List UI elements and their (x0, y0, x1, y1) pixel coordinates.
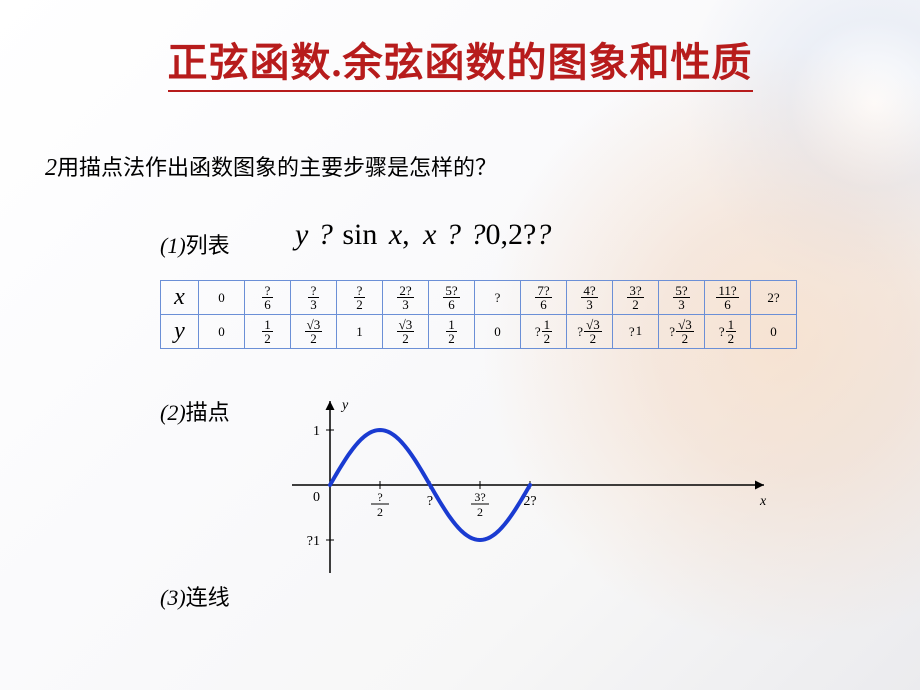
formula-sin: sin (342, 218, 377, 251)
step-2-label: (2)描点 (160, 395, 230, 427)
question-line: 2用描点法作出函数图象的主要步骤是怎样的？ (45, 150, 497, 182)
function-formula: y ? sin x, x ? ?0,2?? (295, 218, 551, 252)
table-cell: 12 (245, 315, 291, 349)
step-3-num: (3) (160, 585, 186, 610)
svg-text:?: ? (427, 494, 433, 509)
formula-in: ? (446, 218, 461, 251)
table-cell: 5?6 (429, 281, 475, 315)
svg-text:?: ? (377, 490, 382, 504)
step-2-num: (2) (160, 400, 186, 425)
table-cell: 0 (199, 315, 245, 349)
table-cell: 4?3 (567, 281, 613, 315)
sine-chart: 1?10?2?3?22?yx (290, 395, 770, 580)
formula-rbr: ? (536, 218, 551, 251)
table-cell: ?6 (245, 281, 291, 315)
table-cell: ?√32 (567, 315, 613, 349)
table-cell: ?√32 (659, 315, 705, 349)
formula-x2: x (423, 218, 436, 251)
table-cell: √32 (383, 315, 429, 349)
formula-low: 0 (486, 218, 501, 251)
svg-text:2: 2 (377, 505, 383, 519)
question-text: 用描点法作出函数图象的主要步骤是怎样的？ (57, 155, 497, 180)
value-table: x 0?6?3?22?35?6?7?64?33?25?311?62? y 012… (160, 280, 797, 349)
svg-text:?1: ?1 (307, 534, 320, 549)
slide-title-row: 正弦函数.余弦函数的图象和性质 (0, 30, 920, 88)
table-cell: ?12 (521, 315, 567, 349)
table-cell: 5?3 (659, 281, 705, 315)
step-1-label: (1)列表 (160, 228, 230, 260)
table-cell: 2?3 (383, 281, 429, 315)
table-head-x: x (161, 281, 199, 315)
table-cell: √32 (291, 315, 337, 349)
table-cell: ? (475, 281, 521, 315)
step-3-label: (3)连线 (160, 580, 230, 612)
svg-text:0: 0 (313, 490, 320, 505)
table-cell: 12 (429, 315, 475, 349)
formula-comma: , (402, 218, 410, 251)
table-row: x 0?6?3?22?35?6?7?64?33?25?311?62? (161, 281, 797, 315)
formula-lbr: ? (471, 218, 486, 251)
table-cell: 2? (751, 281, 797, 315)
sine-chart-svg: 1?10?2?3?22?yx (290, 395, 770, 575)
formula-sep: , (501, 218, 509, 251)
svg-text:x: x (759, 494, 767, 509)
svg-text:3?: 3? (474, 490, 485, 504)
svg-text:1: 1 (313, 424, 320, 439)
svg-text:2: 2 (477, 505, 483, 519)
table-cell: 1 (337, 315, 383, 349)
formula-y: y (295, 218, 308, 251)
table-cell: ?2 (337, 281, 383, 315)
step-1-cn: 列表 (186, 233, 230, 258)
table-cell: 7?6 (521, 281, 567, 315)
table-cell: ?12 (705, 315, 751, 349)
table-cell: 0 (199, 281, 245, 315)
table-cell: 11?6 (705, 281, 751, 315)
slide-title: 正弦函数.余弦函数的图象和性质 (168, 30, 753, 88)
table-cell: 0 (475, 315, 521, 349)
table-head-y: y (161, 315, 199, 349)
step-3-cn: 连线 (186, 585, 230, 610)
question-number: 2 (45, 155, 57, 181)
step-1-num: (1) (160, 233, 186, 258)
svg-text:y: y (340, 398, 349, 413)
table-cell: ?1 (613, 315, 659, 349)
formula-eq: ? (318, 218, 333, 251)
step-2-cn: 描点 (186, 400, 230, 425)
table-cell: ?3 (291, 281, 337, 315)
table-row: y 012√321√32120?12?√32?1?√32?120 (161, 315, 797, 349)
table-cell: 0 (751, 315, 797, 349)
formula-x: x (389, 218, 402, 251)
table-cell: 3?2 (613, 281, 659, 315)
formula-high: 2? (508, 218, 536, 251)
